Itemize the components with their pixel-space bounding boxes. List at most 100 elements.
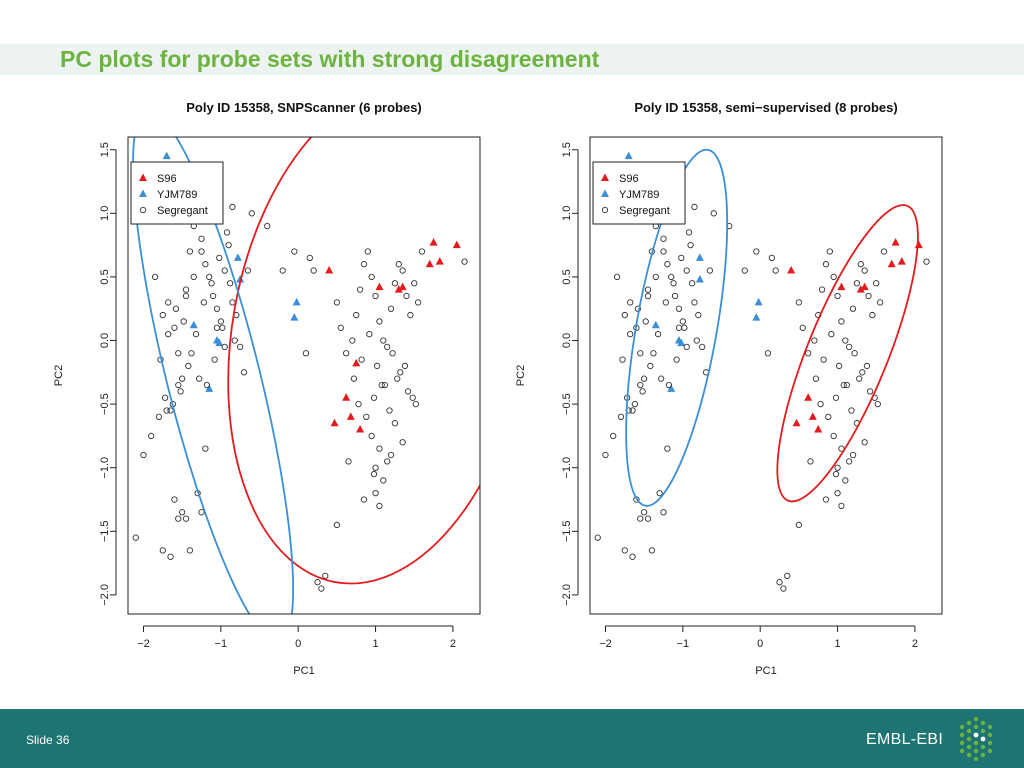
chart-0-segregant-point xyxy=(372,464,379,471)
chart-1-s96-point xyxy=(837,282,846,291)
chart-0-segregant-point xyxy=(370,394,378,401)
chart-1-segregant-point xyxy=(621,547,628,554)
chart-1-s96-ellipse xyxy=(776,204,919,503)
chart-1-segregant-point xyxy=(644,515,652,522)
chart-0-segregant-point xyxy=(211,356,218,363)
scatter-svg: Poly ID 15358, SNPScanner (6 probes) −2 −1… xyxy=(53,100,481,677)
chart-0-segregant-point xyxy=(172,305,180,312)
chart-1-segregant-point xyxy=(610,432,617,440)
chart-1-s96-point xyxy=(787,266,796,274)
chart-1-segregant-point xyxy=(923,258,930,265)
chart-0-segregant-point xyxy=(188,350,195,357)
chart-1-ytick-label: 0.0 xyxy=(561,333,573,348)
chart-1-segregant-point xyxy=(818,286,826,293)
chart-0-segregant-point xyxy=(279,267,286,274)
chart-0-segregant-point xyxy=(240,369,248,376)
chart-1-segregant-point xyxy=(658,375,665,382)
chart-0-segregant-point xyxy=(291,248,298,255)
chart-0-xtick-label: 1 xyxy=(372,638,378,650)
chart-0-segregant-point xyxy=(411,280,418,287)
chart-1-segregant-point xyxy=(652,273,659,281)
embl-ebi-logo-icon xyxy=(959,716,993,761)
chart-0-segregant-point xyxy=(180,318,187,325)
chart-0-s96-point xyxy=(346,412,355,420)
chart-0-segregant-point xyxy=(389,350,396,357)
chart-0-segregant-point xyxy=(165,331,172,338)
chart-1-segregant-point xyxy=(602,451,609,459)
chart-1-segregant-point xyxy=(811,337,818,344)
chart-1-segregant-point xyxy=(849,305,857,312)
chart-1-segregant-point xyxy=(834,464,841,471)
chart-0-segregant-point xyxy=(216,254,223,261)
chart-0-yjm789-ellipse xyxy=(132,137,295,614)
chart-1-yjm789-point xyxy=(624,151,633,160)
chart-1-yjm789-point xyxy=(754,297,763,306)
chart-0-segregant-point xyxy=(182,292,190,300)
chart-0-segregant-point xyxy=(185,362,192,370)
embl-ebi-logo-text: EMBL-EBI xyxy=(866,731,944,748)
chart-0-segregant-point xyxy=(182,286,190,293)
slide-title: PC plots for probe sets with strong disa… xyxy=(60,46,600,72)
chart-0-segregant-point xyxy=(414,299,422,306)
chart-0-segregant-point xyxy=(358,356,365,363)
chart-0-s96-point xyxy=(429,238,438,246)
chart-1-segregant-point xyxy=(869,311,876,319)
chart-0-title: Poly ID 15358, SNPScanner (6 probes) xyxy=(186,100,422,115)
chart-0-segregant-point xyxy=(244,267,252,274)
chart-0-segregant-point xyxy=(175,350,182,357)
chart-0-segregant-point xyxy=(409,394,416,401)
chart-0-xtick-label: 0 xyxy=(295,638,301,650)
chart-1-ytick-label: −1.5 xyxy=(561,520,573,542)
chart-1-s96-point xyxy=(891,238,900,246)
chart-1-legend: S96 YJM789 Segregant xyxy=(592,161,686,225)
chart-0-segregant-point xyxy=(264,222,271,230)
chart-0-segregant-point xyxy=(356,286,364,293)
chart-1-s96-point xyxy=(792,418,801,427)
chart-0-segregant-point xyxy=(219,324,226,331)
chart-1-segregant-point xyxy=(631,400,639,408)
chart-0-s96-point xyxy=(342,393,351,401)
chart-1-segregant-point xyxy=(866,388,874,395)
chart-0-segregant-point xyxy=(140,451,147,459)
chart-1-segregant-point xyxy=(876,299,884,306)
chart-0-legend-label: S96 xyxy=(157,173,177,185)
chart-1-segregant-point xyxy=(822,496,830,503)
chart-1-yjm789-point xyxy=(651,320,660,329)
chart-1-legend-marker xyxy=(601,206,609,214)
chart-0-segregant-point xyxy=(151,273,159,281)
chart-1-segregant-point xyxy=(848,407,855,414)
chart-1-s96-point xyxy=(887,259,896,268)
chart-0-segregant-point xyxy=(237,343,244,351)
chart-1-segregant-point xyxy=(822,261,830,268)
chart-1-segregant-point xyxy=(648,547,656,554)
chart-0-segregant-point xyxy=(349,337,356,344)
chart-0-segregant-point xyxy=(384,343,391,351)
chart-1-segregant-point xyxy=(817,400,824,408)
chart-0-segregant-point xyxy=(378,381,385,389)
chart-0-segregant-point xyxy=(394,375,401,382)
chart-1-segregant-point xyxy=(627,299,634,306)
chart-0-segregant-point xyxy=(363,413,370,420)
chart-1-segregant-point xyxy=(660,248,667,255)
chart-0-segregant-point xyxy=(175,381,182,389)
chart-1-segregant-point xyxy=(691,299,698,306)
chart-0-segregant-point xyxy=(186,248,194,255)
chart-0-segregant-point xyxy=(310,267,317,274)
chart-0-segregant-point xyxy=(217,318,224,325)
chart-1-yjm789-ellipse xyxy=(625,148,729,507)
chart-1-segregant-point xyxy=(650,350,657,357)
chart-1-segregant-point xyxy=(880,248,888,255)
chart-0-segregant-point xyxy=(163,407,170,414)
chart-0-segregant-point xyxy=(399,439,406,446)
chart-1-segregant-point xyxy=(644,286,652,293)
chart-0-s96-ellipse xyxy=(227,137,480,585)
chart-0-segregant-point xyxy=(213,324,221,331)
chart-0-ytick-label: −2.0 xyxy=(99,584,111,606)
chart-0-segregant-point xyxy=(360,261,368,268)
chart-0-yjm789-point xyxy=(233,253,242,261)
chart-1-segregant-point xyxy=(834,292,841,300)
chart-0-segregant-point xyxy=(229,203,236,211)
chart-0-ytick-label: −1.5 xyxy=(99,520,111,542)
footer-bar: Slide 36 EMBL-EBI xyxy=(0,709,1024,768)
chart-0-segregant-point xyxy=(155,413,163,420)
